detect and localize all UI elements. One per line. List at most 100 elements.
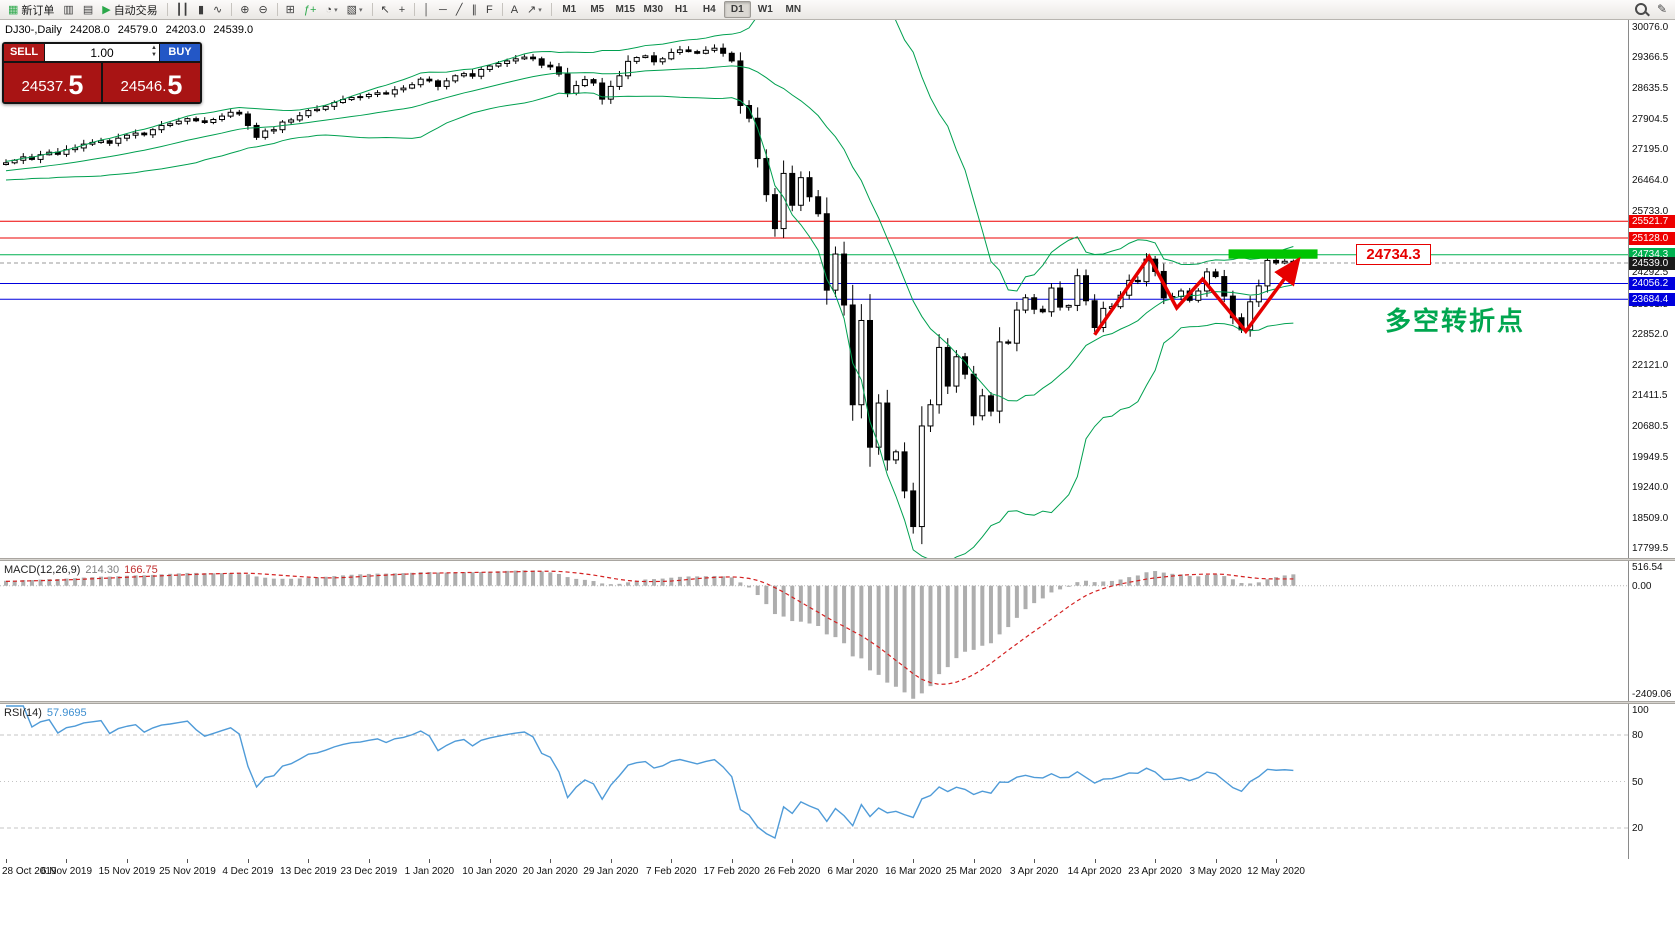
toolbar-separator <box>414 3 416 16</box>
text-icon: A <box>510 3 519 16</box>
candlestick-chart[interactable] <box>0 20 1628 558</box>
macd-main-value: 214.30 <box>85 564 120 576</box>
price-axis-label: 22121.0 <box>1632 359 1669 371</box>
date-label: 14 Apr 2020 <box>1067 866 1122 877</box>
search-icon[interactable] <box>1634 3 1647 15</box>
crosshair-icon: + <box>398 3 406 16</box>
sell-price-big-digit: 5 <box>68 70 84 100</box>
timeframe-mn-button[interactable]: MN <box>785 4 802 15</box>
macd-pane[interactable]: MACD(12,26,9) 214.30 166.75 516.54 0.00 -240… <box>0 561 1675 701</box>
symbol-timeframe: DJ30-,Daily <box>5 24 62 36</box>
high-value: 24579.0 <box>117 24 158 36</box>
tile-windows-icon: ⊞ <box>285 3 295 16</box>
close-value: 24539.0 <box>213 24 254 36</box>
price-axis-label: 24292.5 <box>1632 267 1669 279</box>
indicators-button[interactable]: ƒ+ <box>300 1 321 19</box>
line-chart-icon: ∿ <box>213 3 223 16</box>
turning-point-note[interactable]: 多空转折点 <box>1384 305 1525 336</box>
date-label: 1 Jan 2020 <box>404 866 455 877</box>
profiles-button[interactable]: ▤ <box>79 1 97 19</box>
periods-button[interactable]: ◔ ▾ <box>321 1 341 19</box>
volume-value[interactable]: 1.00 <box>90 45 114 60</box>
fibonacci-icon: F <box>485 3 493 16</box>
timeframe-m15-button[interactable]: M15 <box>615 4 635 15</box>
price-axis-label: 25733.0 <box>1632 206 1669 218</box>
date-label: 12 May 2020 <box>1247 866 1305 877</box>
time-axis-tick <box>1276 859 1278 863</box>
time-axis-tick <box>66 859 68 863</box>
arrow-tools-button[interactable]: ↗ ▾ <box>523 1 546 19</box>
vertical-line-icon: │ <box>423 3 431 16</box>
vertical-line-button[interactable]: │ <box>419 1 434 19</box>
tile-windows-button[interactable]: ⊞ <box>282 1 299 19</box>
volume-field[interactable]: 1.00 ▲ ▼ <box>45 44 159 61</box>
time-axis-tick <box>1155 859 1157 863</box>
macd-label: MACD(12,26,9) <box>4 564 81 576</box>
bar-chart-button[interactable]: ┃┃ <box>172 1 193 19</box>
timeframe-w1-button[interactable]: W1 <box>757 4 773 15</box>
bar-chart-icon: ┃┃ <box>175 3 189 16</box>
rsi-axis-label: 100 <box>1632 705 1649 716</box>
trendline-button[interactable]: ╱ <box>452 1 467 19</box>
volume-spinner[interactable]: ▲ ▼ <box>151 45 157 59</box>
candlestick-chart-button[interactable]: ▮ <box>194 1 208 19</box>
rsi-axis-label: 20 <box>1632 823 1644 834</box>
chevron-down-icon: ▾ <box>359 6 363 14</box>
pencil-icon[interactable]: ✎ <box>1656 2 1667 16</box>
date-label: 23 Apr 2020 <box>1128 866 1183 877</box>
time-axis-tick <box>187 859 189 863</box>
time-axis-tick <box>913 859 915 863</box>
pane-separator[interactable] <box>0 558 1675 561</box>
price-axis-label: 26464.0 <box>1632 175 1669 187</box>
date-label: 20 Jan 2020 <box>522 866 578 877</box>
resistance-level-callout[interactable]: 24734.3 <box>1356 243 1431 265</box>
toolbar-separator <box>550 3 552 16</box>
buy-price-button[interactable]: 24546. 5 <box>103 63 200 102</box>
buy-price-big-digit: 5 <box>167 70 183 100</box>
date-label: 10 Jan 2020 <box>462 866 518 877</box>
crosshair-button[interactable]: + <box>395 1 409 19</box>
price-axis-label: 17799.5 <box>1632 543 1669 555</box>
rsi-scale: 100 80 50 20 <box>1628 704 1675 859</box>
time-axis[interactable]: 28 Oct 2019 6 Nov 2019 15 Nov 2019 25 Nov 2… <box>0 859 1628 885</box>
new-order-button[interactable]: ▦ 新订单 <box>4 1 58 19</box>
timeframe-h4-button[interactable]: H4 <box>702 4 716 15</box>
trendline-icon: ╱ <box>455 3 463 16</box>
cursor-icon: ↖ <box>380 3 390 16</box>
price-axis-label: 18509.0 <box>1632 512 1669 524</box>
timeframe-m1-button[interactable]: M1 <box>562 4 577 15</box>
templates-button[interactable]: ▧ ▾ <box>343 1 367 19</box>
spinner-up-icon[interactable]: ▲ <box>151 45 157 51</box>
rsi-axis-label: 50 <box>1632 776 1644 788</box>
spinner-down-icon[interactable]: ▼ <box>151 52 157 58</box>
pane-separator[interactable] <box>0 701 1675 704</box>
zoom-out-button[interactable]: ⊖ <box>254 1 271 19</box>
timeframe-h1-button[interactable]: H1 <box>674 4 688 15</box>
date-label: 7 Feb 2020 <box>645 866 697 877</box>
cursor-button[interactable]: ↖ <box>377 1 394 19</box>
line-chart-button[interactable]: ∿ <box>209 1 226 19</box>
price-pane[interactable]: DJ30-,Daily 24208.0 24579.0 24203.0 2453… <box>0 20 1675 558</box>
horizontal-line-button[interactable]: ─ <box>435 1 451 19</box>
channel-button[interactable]: ∥ <box>467 1 481 19</box>
new-order-label: 新订单 <box>21 4 55 17</box>
charts-button[interactable]: ▥ <box>59 1 77 19</box>
sell-button[interactable]: SELL <box>4 44 44 61</box>
profiles-icon: ▤ <box>82 3 94 16</box>
sell-price-button[interactable]: 24537. 5 <box>4 63 101 102</box>
time-axis-tick <box>1094 859 1096 863</box>
text-button[interactable]: A <box>507 1 522 19</box>
timeframe-m30-button[interactable]: M30 <box>643 4 663 15</box>
buy-button[interactable]: BUY <box>160 44 200 61</box>
date-label: 26 Feb 2020 <box>764 866 821 877</box>
timeframe-m5-button[interactable]: M5 <box>590 4 605 15</box>
one-click-trading-panel: SELL 1.00 ▲ ▼ BUY 24537. 5 24546. 5 <box>2 42 202 104</box>
price-axis-badge: 25521.7 <box>1629 214 1675 228</box>
timeframe-d1-button[interactable]: D1 <box>723 1 751 18</box>
price-scale[interactable]: 30076.0 29366.5 28635.5 27904.5 27195.0 26464… <box>1628 20 1675 558</box>
autotrading-button[interactable]: ▶ 自动交易 <box>98 1 161 19</box>
fibonacci-button[interactable]: F <box>482 1 497 19</box>
zoom-in-button[interactable]: ⊕ <box>236 1 253 19</box>
rsi-pane[interactable]: RSI(14) 57.9695 100 80 50 20 <box>0 704 1675 859</box>
templates-icon: ▧ <box>346 3 357 16</box>
